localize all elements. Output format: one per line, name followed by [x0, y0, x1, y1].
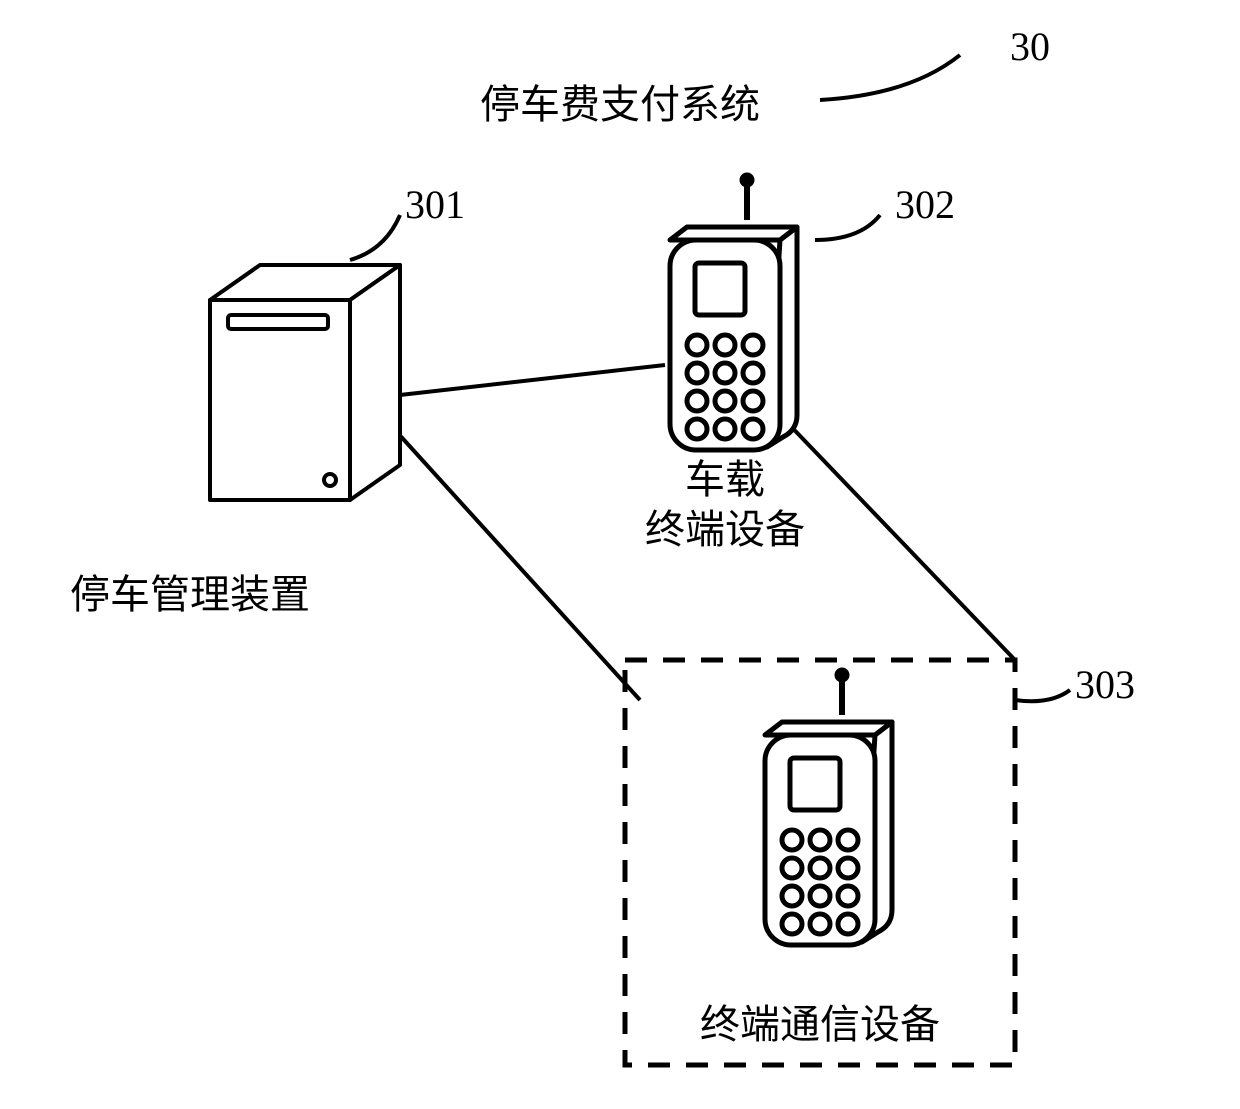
- leader-301: [350, 215, 400, 260]
- leader-302: [815, 215, 880, 240]
- label-server: 停车管理装置: [60, 570, 320, 620]
- phone-vehicle-icon: [670, 175, 797, 450]
- edge-server-vehicle: [400, 365, 665, 395]
- label-server-number: 301: [395, 180, 475, 230]
- leader-303: [1015, 690, 1070, 701]
- diagram-canvas: 停车费支付系统 30 301 302 303 停车管理装置 车载 终端设备 终端…: [0, 0, 1240, 1109]
- leader-title: [820, 55, 960, 100]
- label-vehicle-number: 302: [885, 180, 965, 230]
- diagram-title: 停车费支付系统: [420, 80, 820, 130]
- server-icon: [210, 265, 400, 500]
- diagram-svg: [0, 0, 1240, 1109]
- label-terminal-number: 303: [1065, 660, 1145, 710]
- label-terminal-comm: 终端通信设备: [690, 1000, 950, 1050]
- phone-terminal-icon: [765, 670, 892, 945]
- label-vehicle-terminal: 车载 终端设备: [625, 455, 825, 555]
- label-title-number: 30: [990, 22, 1070, 72]
- edge-server-terminal: [395, 430, 640, 700]
